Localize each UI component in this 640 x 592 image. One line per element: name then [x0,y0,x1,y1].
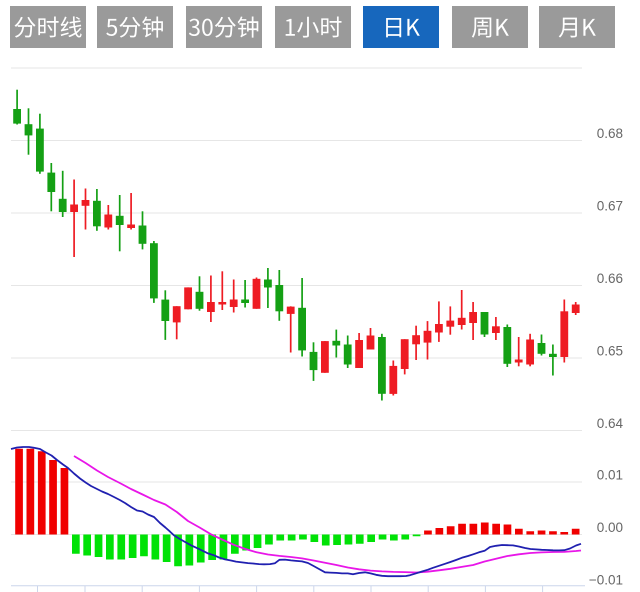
svg-text:0.65: 0.65 [597,344,623,359]
svg-text:0.01: 0.01 [597,468,623,483]
svg-text:0.00: 0.00 [597,520,623,535]
svg-text:0.68: 0.68 [597,126,623,141]
svg-text:0.64: 0.64 [597,416,624,431]
svg-text:−0.01: −0.01 [589,572,623,587]
svg-text:0.66: 0.66 [597,271,623,286]
svg-text:0.67: 0.67 [597,199,623,214]
